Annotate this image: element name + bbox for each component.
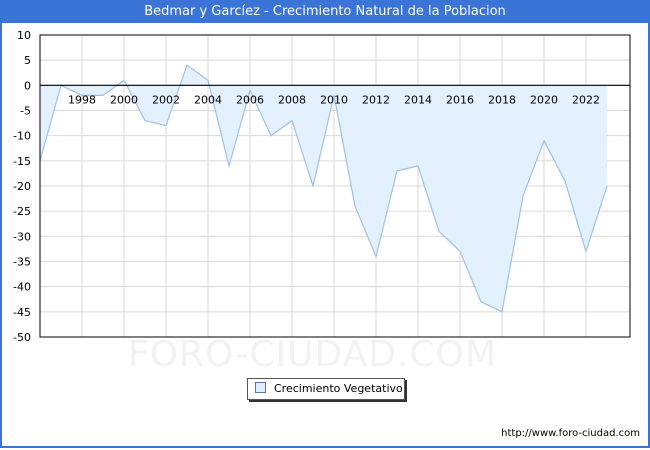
y-tick-label: -35 <box>13 256 31 269</box>
y-tick-label: -10 <box>13 130 31 143</box>
x-tick-label: 2018 <box>488 93 516 106</box>
legend-label: Crecimiento Vegetativo <box>274 382 403 395</box>
y-tick-label: -45 <box>13 306 31 319</box>
grid-lines <box>40 34 630 338</box>
x-tick-label: 2014 <box>404 93 432 106</box>
chart-title: Bedmar y Garcíez - Crecimiento Natural d… <box>0 0 650 23</box>
y-tick-label: -5 <box>20 105 31 118</box>
legend: Crecimiento Vegetativo <box>247 378 405 400</box>
y-tick-label: 10 <box>17 29 31 42</box>
y-tick-label: -40 <box>13 281 31 294</box>
x-tick-label: 1998 <box>68 93 96 106</box>
plot-border <box>39 34 631 338</box>
y-tick-label: 0 <box>24 79 31 92</box>
x-tick-label: 2010 <box>320 93 348 106</box>
y-tick-label: -20 <box>13 180 31 193</box>
x-tick-label: 2000 <box>110 93 138 106</box>
x-tick-label: 2016 <box>446 93 474 106</box>
x-tick-label: 2004 <box>194 93 222 106</box>
watermark: FORO-CIUDAD.COM <box>128 334 497 375</box>
y-axis-ticks: 10 5 0 -5 -10 -15 -20 -25 -30 -35 -40 -45 -50 <box>13 29 31 344</box>
x-tick-label: 2002 <box>152 93 180 106</box>
y-tick-label: -25 <box>13 205 31 218</box>
y-tick-label: -30 <box>13 230 31 243</box>
y-tick-label: -50 <box>13 331 31 344</box>
y-tick-label: -15 <box>13 155 31 168</box>
x-axis-ticks: 1998 2000 2002 2004 2006 2008 2010 2012 2014 2016… <box>68 93 600 106</box>
x-tick-label: 2008 <box>278 93 306 106</box>
source-url: http://www.foro-ciudad.com <box>501 428 640 439</box>
x-tick-label: 2006 <box>236 93 264 106</box>
legend-swatch-icon <box>255 382 266 393</box>
area-fill <box>40 65 607 312</box>
x-tick-label: 2022 <box>572 93 600 106</box>
x-tick-label: 2012 <box>362 93 390 106</box>
y-tick-label: 5 <box>24 54 31 67</box>
data-line <box>39 64 608 313</box>
x-tick-label: 2020 <box>530 93 558 106</box>
